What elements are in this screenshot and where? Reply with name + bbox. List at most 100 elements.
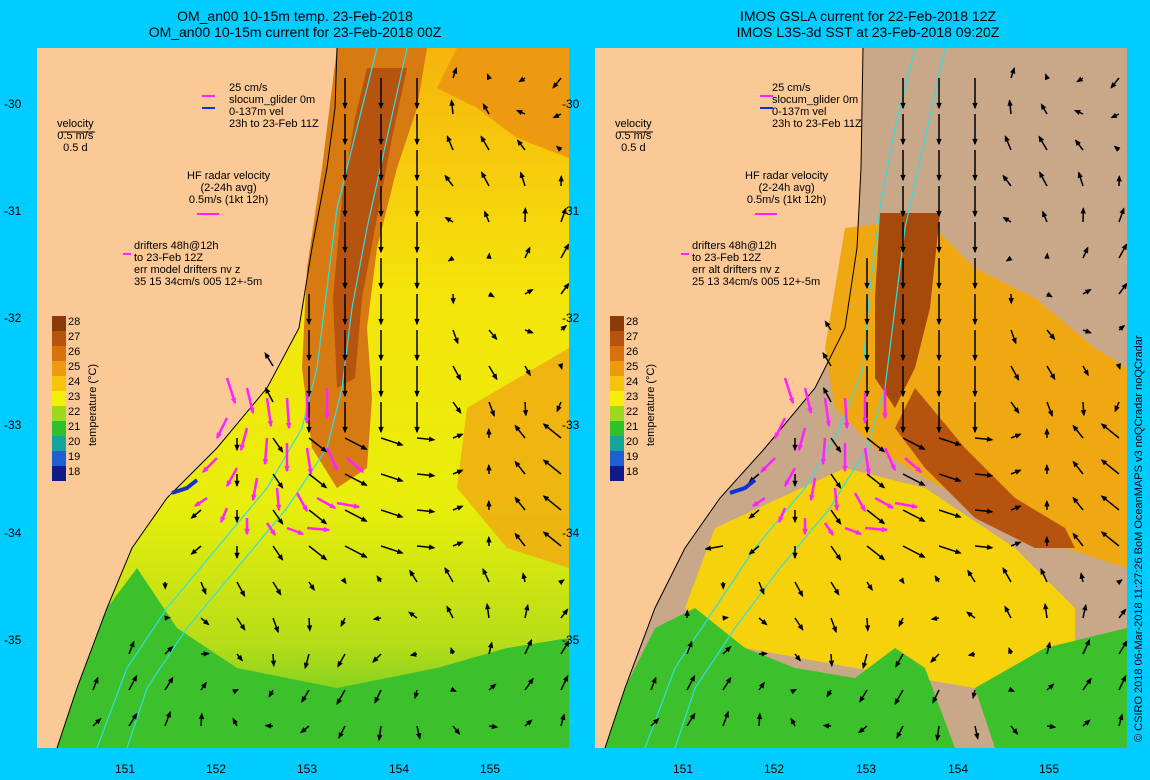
current-vector-head [360,480,368,486]
current-vector-head [790,717,796,725]
current-vector-head [306,318,312,326]
current-vector-head [268,690,275,698]
current-vector-head [336,698,342,706]
hf-radar-legend: HF radar velocity (2-24h avg) 0.5m/s (1k… [745,170,828,206]
current-vector-head [954,476,962,483]
current-vector-head [524,603,530,611]
current-vector-head [833,588,840,596]
isobath-contour [674,48,946,748]
current-vector-head [234,480,240,488]
current-vector-head [1004,605,1010,613]
current-vector-head [320,518,328,525]
current-vector-head [342,138,348,146]
current-vector-head [249,407,255,415]
glider-legend-line: 0-137m vel [229,106,284,118]
drifters-legend: drifters 48h@12h to 23-Feb 12Z err alt d… [692,240,820,288]
current-vector-head [723,710,729,718]
current-vector-head [527,677,534,685]
current-vector-head [1073,109,1081,116]
current-vector-head [1049,373,1056,381]
current-vector-head [865,468,871,476]
current-vector-head [1014,505,1022,511]
current-vector-head [1080,409,1087,417]
left-map-panel: 25 cm/s slocum_glider 0m 0-137m vel 23h … [37,48,569,748]
current-vector-head [360,516,368,522]
current-vector-head [456,433,464,439]
current-vector-head [934,575,941,582]
current-vector-head [1083,246,1089,254]
current-vector-head [486,252,492,259]
velocity-legend-line: 0.5 m/s [57,130,94,142]
current-vector-head [878,518,886,525]
current-vector-head [542,531,550,538]
current-vector-head [792,480,798,488]
latitude-tick-label: -32 [4,311,22,325]
current-vector-head [202,466,209,473]
current-vector-head [239,444,245,452]
current-vector-head [414,318,420,326]
current-vector-head [485,602,491,610]
credit-text: © CSIRO 2018 06-Mar-2018 11:27:26 BoM Oc… [1133,335,1145,742]
current-vector-head [264,352,271,359]
current-vector-head [930,615,938,622]
current-vector-head [518,76,526,83]
current-vector-head [831,626,837,634]
current-vector-head [918,444,926,450]
colorbar-swatch [610,436,624,451]
current-vector-head [936,426,942,434]
drifters-legend-line: to 23-Feb 12Z [692,252,762,264]
longitude-tick-label: 152 [764,762,785,776]
current-vector-head [234,444,240,452]
colorbar-swatch [610,316,624,331]
current-vector-head [864,354,870,362]
current-vector-head [1040,567,1046,575]
velocity-legend: velocity 0.5 m/s 0.5 d [57,118,94,154]
current-vector-head [1045,291,1053,298]
current-vector-head [835,446,842,453]
latitude-tick-label: -33 [562,418,580,432]
current-vector-head [409,569,415,577]
current-vector-head [1002,217,1010,223]
current-vector-head [1115,363,1121,370]
current-vector-head [340,577,347,585]
drifters-legend-line: 35 15 34cm/s 005 12+-5m [134,276,263,288]
current-vector-head [936,390,942,398]
current-vector-head [414,102,420,110]
current-vector-head [825,420,831,428]
current-vectors [650,67,1127,742]
current-vector-head [887,503,895,509]
current-vector-head [164,615,172,621]
current-vector-head [516,139,523,146]
glider-legend-line: 25 cm/s [772,82,811,94]
current-vector-head [1012,728,1019,735]
current-vector-head [414,282,420,290]
current-vector-head [514,460,521,468]
drifters-legend-line: drifters 48h@12h [692,240,777,252]
current-vector-head [774,432,780,440]
current-vector-head [823,386,829,394]
current-vector-head [1076,76,1084,83]
current-vectors [92,67,569,742]
colorbar-tick-label: 23 [68,391,81,403]
current-vector-head [542,459,550,466]
current-vector-head [486,73,492,81]
current-vector-head [378,390,384,398]
current-vector-head [843,422,850,430]
current-vector-head [396,512,404,519]
latitude-tick-label: -30 [562,97,580,111]
current-vector-head [234,552,240,560]
current-vector-head [342,354,348,362]
current-vector-head [428,436,436,442]
current-vector-head [954,548,962,555]
current-vector-head [220,516,226,524]
current-vector-head [455,407,462,414]
current-vector-head [275,504,282,512]
colorbar-swatch [610,391,624,406]
colorbar-tick-label: 19 [68,451,81,463]
warm-water-east [437,48,569,158]
current-vector-head [555,145,563,152]
current-vector-head [277,446,284,453]
current-vector-head [1085,677,1092,685]
current-vector-head [193,500,201,507]
velocity-legend-line: velocity [615,118,652,130]
